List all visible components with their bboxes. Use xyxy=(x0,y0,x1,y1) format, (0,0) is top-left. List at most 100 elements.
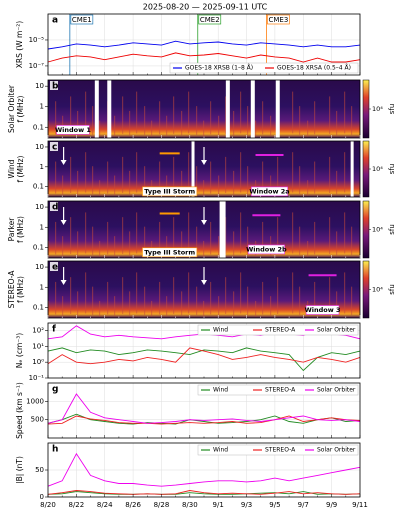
colorbar xyxy=(362,79,370,139)
burst-streak xyxy=(166,296,168,316)
annotation-box xyxy=(305,305,340,315)
series-line xyxy=(47,415,361,425)
y-tick-label: 10 xyxy=(35,203,44,211)
burst-streak xyxy=(203,180,205,196)
burst-streak xyxy=(55,161,57,194)
y-tick-label: 0.1 xyxy=(33,183,44,191)
burst-streak xyxy=(85,152,87,193)
burst-streak xyxy=(136,272,138,314)
burst-streak xyxy=(196,226,198,255)
burst-streak xyxy=(255,300,257,317)
burst-streak xyxy=(181,170,183,195)
burst-streak xyxy=(270,175,272,195)
legend-label: STEREO-A xyxy=(265,447,296,454)
annotation-label: Window 2a xyxy=(249,187,289,195)
data-gap xyxy=(350,141,354,197)
legend-label: STEREO-A xyxy=(265,387,296,394)
legend-label: GOES-18 XRSA (0.5–4 Å) xyxy=(277,65,351,72)
burst-streak xyxy=(307,120,309,137)
burst-streak xyxy=(173,217,175,254)
panel-label: e xyxy=(52,263,58,273)
y-tick-label: 0.1 xyxy=(33,303,44,311)
y-axis-label: f (MHz) xyxy=(16,95,25,122)
annotation-label: Type III Storm xyxy=(144,187,195,195)
panel-label: f xyxy=(52,325,56,335)
y-tick-label: 10⁻⁵ xyxy=(29,36,45,44)
burst-streak xyxy=(351,286,353,315)
y-tick-label: 10⁰ xyxy=(32,358,44,366)
x-tick-label: 9/3 xyxy=(241,501,252,509)
burst-streak xyxy=(70,96,72,134)
event-label: CME1 xyxy=(72,16,92,24)
legend-box xyxy=(197,324,359,336)
burst-streak xyxy=(262,161,264,194)
burst-streak xyxy=(166,115,168,136)
burst-streak xyxy=(203,300,205,317)
burst-streak xyxy=(277,156,279,193)
burst-streak xyxy=(70,156,72,193)
burst-streak xyxy=(344,91,346,134)
burst-streak xyxy=(181,110,183,136)
burst-streak xyxy=(77,231,79,256)
panel-label-box xyxy=(50,142,58,151)
legend-label: Solar Orbiter xyxy=(317,387,356,394)
colorbar-label: sfu xyxy=(388,164,396,175)
colorbar-tick-label: 10⁴ xyxy=(372,286,383,294)
y-tick-label: 1 xyxy=(40,223,44,231)
burst-streak xyxy=(196,286,198,315)
burst-streak xyxy=(99,300,101,317)
burst-streak xyxy=(262,221,264,255)
burst-streak xyxy=(255,120,257,137)
y-axis-label: STEREO-A xyxy=(7,270,16,309)
x-tick-label: 9/11 xyxy=(352,501,368,509)
burst-streak xyxy=(351,226,353,255)
series-line xyxy=(47,347,361,372)
y-tick-label: 1000 xyxy=(26,397,44,405)
burst-streak xyxy=(270,115,272,136)
burst-streak xyxy=(144,286,146,315)
burst-streak xyxy=(196,106,198,135)
event-arrowhead xyxy=(201,220,207,225)
burst-streak xyxy=(122,156,124,193)
burst-streak xyxy=(307,240,309,257)
x-tick-label: 8/22 xyxy=(68,501,84,509)
series-line xyxy=(47,347,361,365)
data-gap xyxy=(275,80,280,138)
burst-streak xyxy=(225,96,227,134)
x-tick-label: 8/24 xyxy=(97,501,113,509)
y-axis-label: Parker xyxy=(7,217,16,242)
burst-streak xyxy=(329,277,331,314)
burst-streak xyxy=(85,212,87,254)
burst-streak xyxy=(136,91,138,134)
legend-box xyxy=(169,62,359,74)
legend-label: Solar Orbiter xyxy=(317,447,356,454)
burst-streak xyxy=(233,231,235,256)
x-tick-label: 9/5 xyxy=(269,501,280,509)
burst-streak xyxy=(225,156,227,193)
burst-streak xyxy=(314,221,316,255)
y-tick-label: 500 xyxy=(31,416,44,424)
burst-streak xyxy=(240,212,242,254)
burst-streak xyxy=(210,161,212,194)
burst-streak xyxy=(292,212,294,254)
annotation-label: Window 2b xyxy=(246,245,287,253)
burst-streak xyxy=(144,166,146,194)
colorbar-tick-label: 10⁴ xyxy=(372,165,383,173)
burst-streak xyxy=(62,236,64,256)
burst-streak xyxy=(292,272,294,314)
event-arrowhead xyxy=(60,160,67,165)
colorbar xyxy=(362,260,370,319)
event-arrowhead xyxy=(60,220,67,225)
y-tick-label: 1 xyxy=(40,163,44,171)
legend-box xyxy=(197,384,359,396)
series-line xyxy=(47,52,361,63)
legend-label: GOES-18 XRSB (1–8 Å) xyxy=(185,65,253,72)
event-box xyxy=(198,14,222,25)
y-axis-label: Speed (km s⁻¹) xyxy=(15,382,24,439)
burst-streak xyxy=(70,277,72,314)
data-gap xyxy=(250,80,255,138)
burst-streak xyxy=(144,226,146,255)
y-tick-label: 10⁻¹ xyxy=(29,374,45,382)
burst-streak xyxy=(188,212,190,254)
